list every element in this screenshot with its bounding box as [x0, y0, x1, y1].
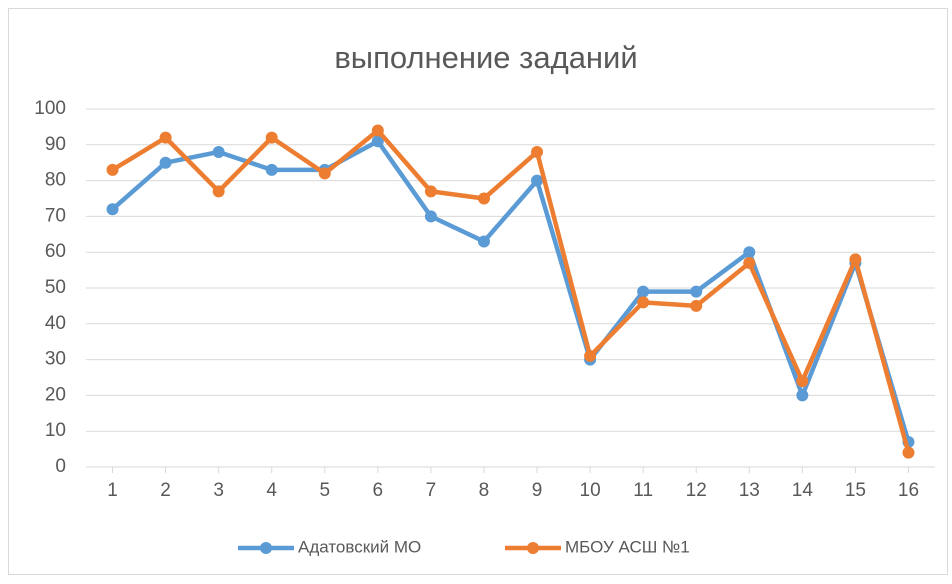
chart-title: выполнение заданий — [334, 40, 637, 75]
data-point — [212, 185, 225, 198]
y-tick-label: 20 — [45, 384, 66, 405]
y-tick-label: 60 — [45, 241, 66, 262]
data-point — [796, 389, 809, 402]
data-point — [690, 299, 703, 312]
data-point — [477, 235, 490, 248]
y-tick-label: 0 — [55, 456, 66, 477]
x-tick-label: 16 — [898, 480, 919, 501]
y-tick-label: 100 — [34, 98, 66, 119]
y-tick-label: 80 — [45, 170, 66, 191]
legend-marker — [527, 542, 539, 554]
data-point — [159, 156, 172, 169]
data-point — [637, 296, 650, 309]
data-point — [531, 145, 544, 158]
x-tick-label: 2 — [160, 480, 171, 501]
data-point — [796, 375, 809, 388]
data-point — [477, 192, 490, 205]
x-tick-label: 4 — [266, 480, 277, 501]
x-tick-label: 1 — [107, 480, 118, 501]
data-point — [584, 350, 597, 363]
data-point — [106, 163, 119, 176]
x-tick-label: 14 — [792, 480, 814, 501]
y-tick-label: 10 — [45, 420, 66, 441]
y-tick-label: 40 — [45, 313, 66, 334]
y-tick-label: 70 — [45, 205, 66, 226]
chart-frame — [8, 8, 948, 575]
data-point — [531, 174, 544, 187]
data-point — [265, 163, 278, 176]
x-tick-label: 9 — [532, 480, 543, 501]
legend-label: Адатовский МО — [298, 537, 421, 556]
data-point — [212, 145, 225, 158]
data-point — [265, 131, 278, 144]
x-tick-label: 6 — [373, 480, 384, 501]
legend-marker — [260, 542, 272, 554]
data-point — [743, 256, 756, 269]
x-tick-label: 13 — [739, 480, 760, 501]
series-line — [111, 128, 911, 454]
data-point — [690, 285, 703, 298]
data-point — [106, 203, 119, 216]
y-tick-label: 90 — [45, 134, 66, 155]
data-point — [371, 135, 384, 148]
data-point — [371, 124, 384, 137]
x-tick-label: 10 — [580, 480, 601, 501]
data-point — [424, 210, 437, 223]
x-tick-label: 5 — [319, 480, 330, 501]
data-point — [318, 167, 331, 180]
data-point — [743, 246, 756, 259]
y-tick-label: 50 — [45, 277, 66, 298]
data-point — [637, 285, 650, 298]
legend-label: МБОУ АСШ №1 — [565, 537, 690, 556]
data-point — [849, 253, 862, 266]
y-tick-label: 30 — [45, 349, 66, 370]
data-point — [159, 131, 172, 144]
data-point — [424, 185, 437, 198]
x-tick-label: 8 — [479, 480, 490, 501]
x-tick-label: 7 — [426, 480, 437, 501]
data-point — [902, 446, 915, 459]
x-tick-label: 15 — [845, 480, 866, 501]
x-tick-label: 3 — [213, 480, 224, 501]
x-tick-label: 11 — [633, 480, 653, 501]
x-tick-label: 12 — [686, 480, 707, 501]
